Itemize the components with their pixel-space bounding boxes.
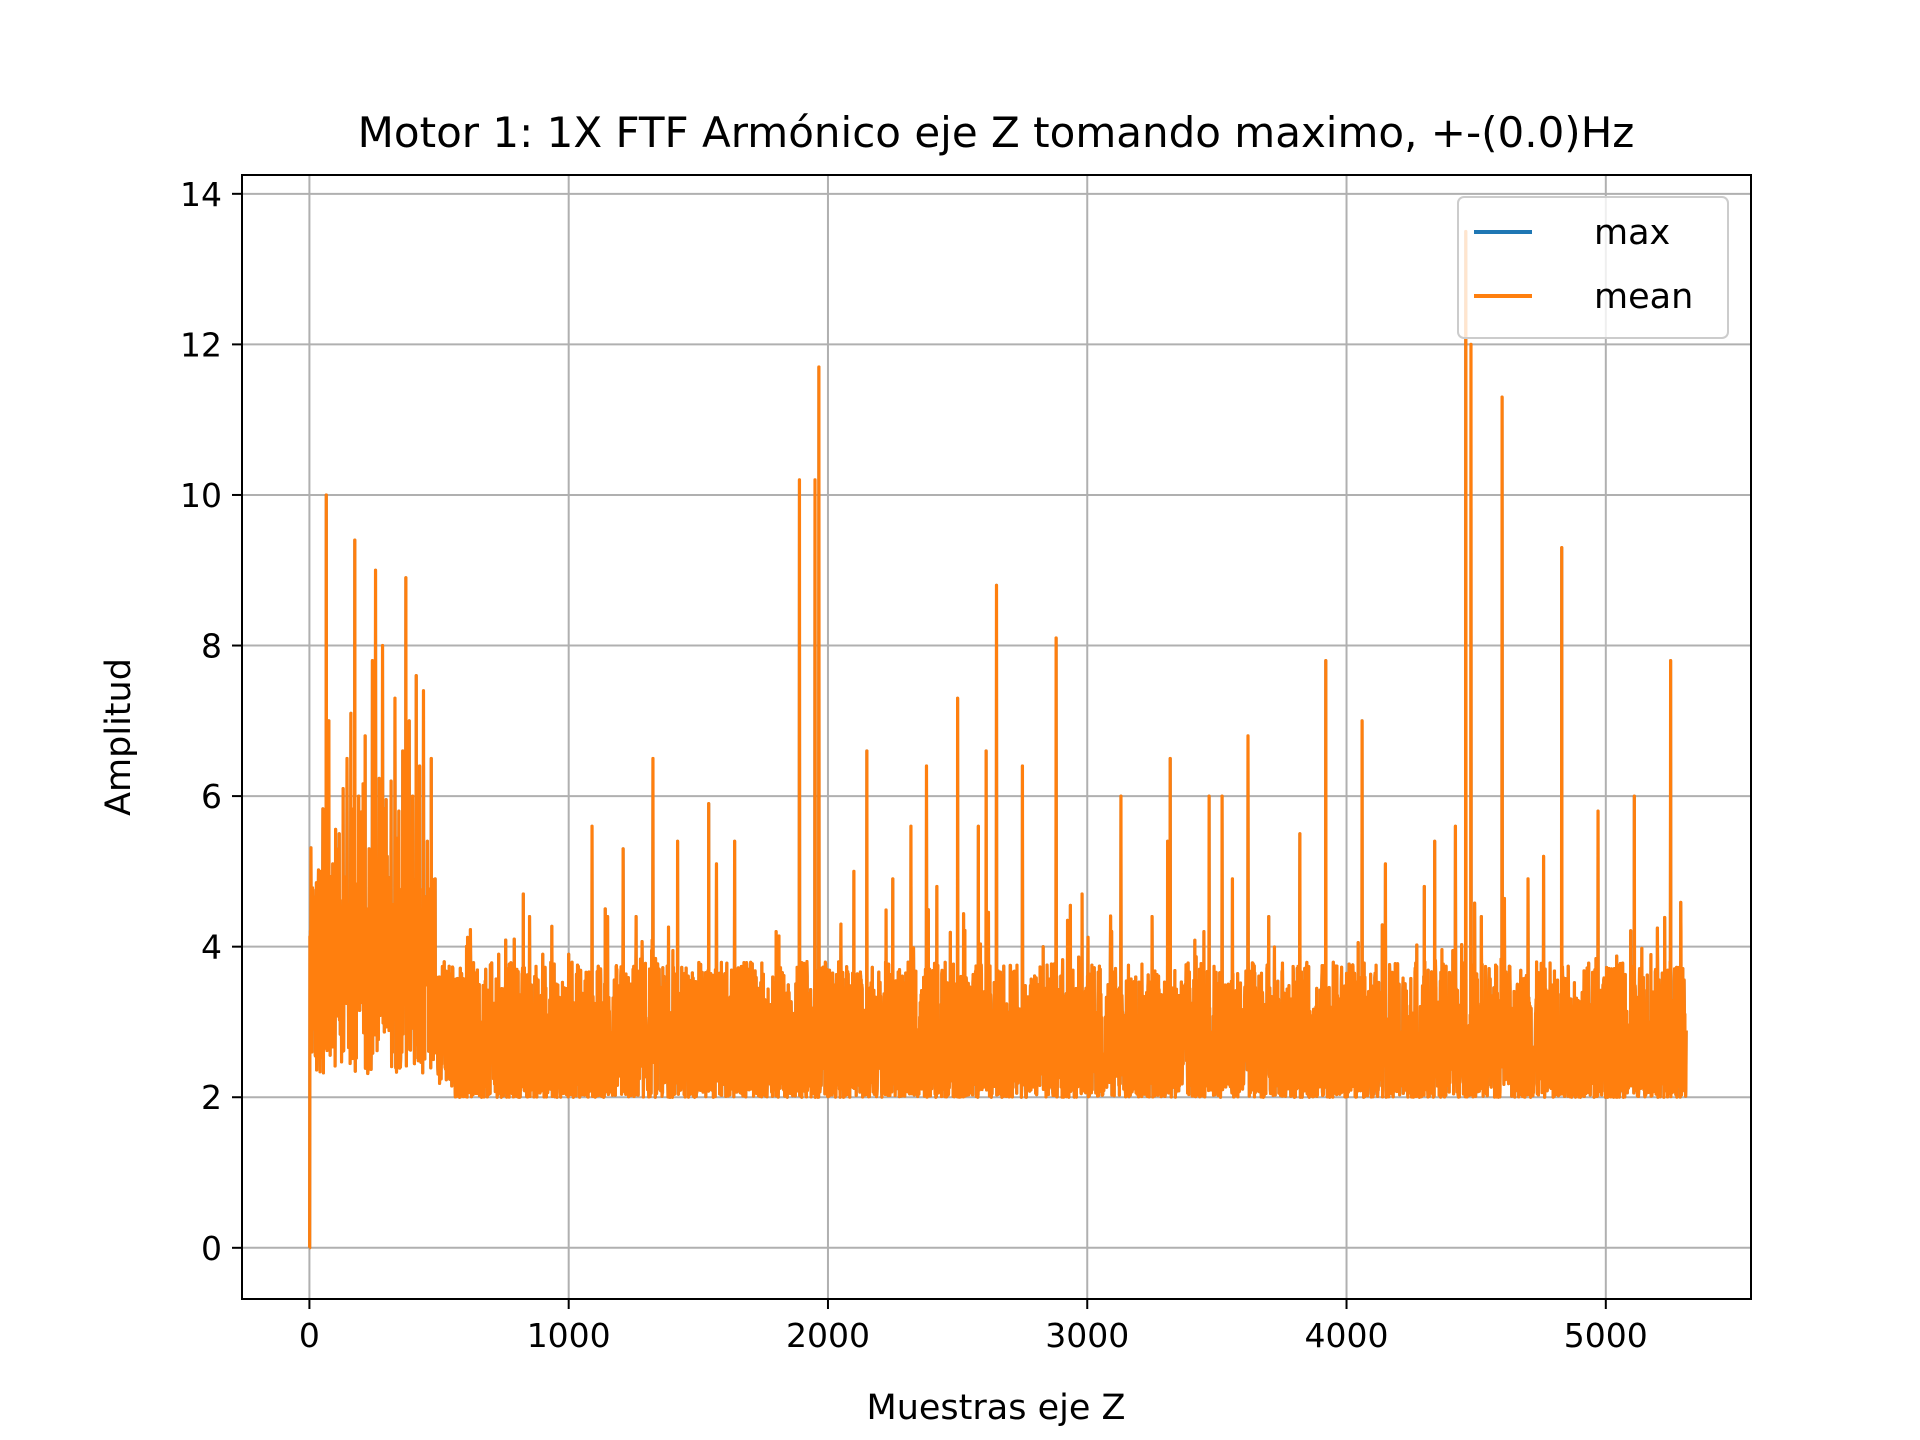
series-line-mean [308, 229, 1688, 1250]
plot-lines [308, 229, 1688, 1250]
chart-title: Motor 1: 1X FTF Armónico eje Z tomando m… [358, 108, 1635, 157]
y-tick-label: 12 [180, 325, 222, 364]
x-tick-label: 5000 [1564, 1316, 1648, 1355]
y-tick-label: 10 [180, 476, 222, 515]
y-tick-label: 2 [201, 1078, 222, 1117]
legend-label-mean: mean [1594, 277, 1693, 317]
y-tick-label: 4 [201, 928, 222, 967]
x-tick-label: 0 [299, 1316, 320, 1355]
x-axis-label: Muestras eje Z [867, 1388, 1126, 1428]
y-tick-label: 14 [180, 175, 222, 214]
y-tick-label: 6 [201, 777, 222, 816]
x-tick-label: 3000 [1045, 1316, 1129, 1355]
y-axis-label: Amplitud [99, 658, 139, 816]
legend-label-max: max [1594, 213, 1670, 253]
y-tick-label: 8 [201, 627, 222, 666]
plot-frame [241, 174, 1752, 1300]
x-tick-label: 2000 [786, 1316, 870, 1355]
x-tick-label: 1000 [527, 1316, 611, 1355]
x-tick-label: 4000 [1305, 1316, 1389, 1355]
legend: max mean [1457, 196, 1729, 339]
ticks: 0 1000 2000 3000 4000 5000 0 2 4 6 8 10 12 14 [180, 175, 1648, 1355]
y-tick-label: 0 [201, 1229, 222, 1268]
